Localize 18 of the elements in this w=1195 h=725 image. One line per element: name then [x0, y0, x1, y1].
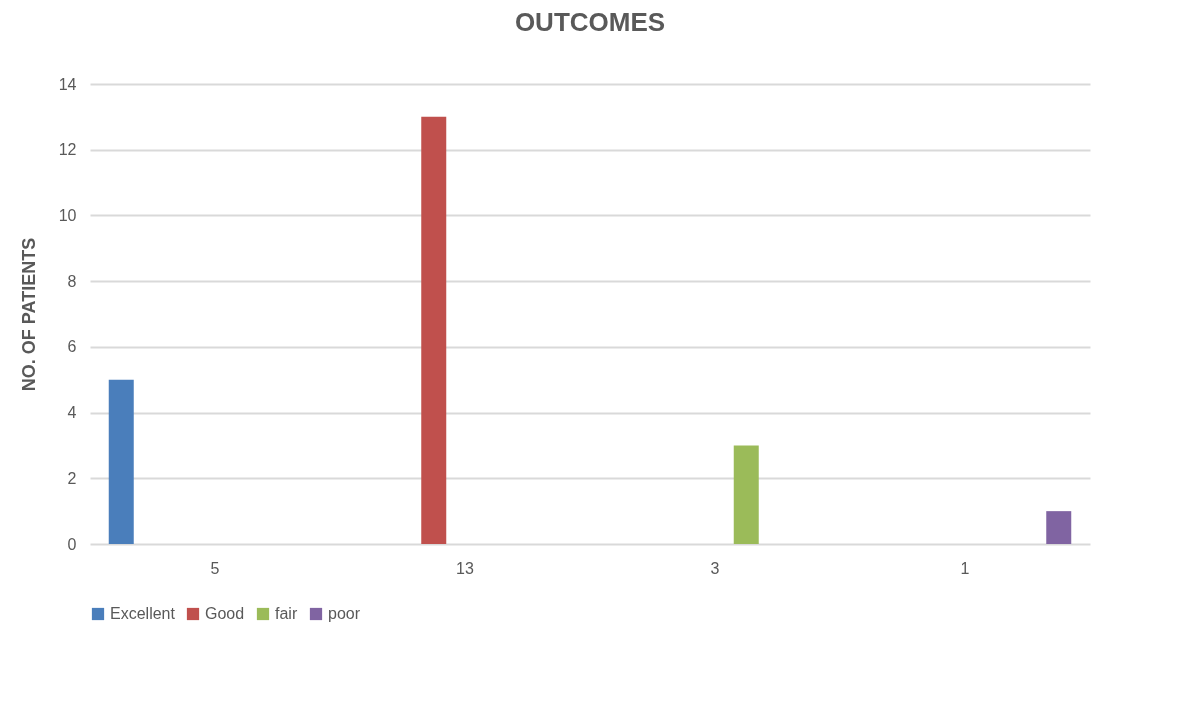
legend-label: Excellent [110, 605, 176, 622]
y-tick-label: 8 [67, 272, 77, 290]
y-tick-label: 6 [67, 338, 77, 356]
x-tick-label: 3 [710, 559, 720, 577]
legend-label: poor [328, 605, 361, 622]
y-tick-label: 14 [58, 75, 77, 93]
y-tick-label: 4 [67, 404, 77, 422]
y-tick-label: 10 [58, 206, 77, 224]
x-tick-label: 13 [456, 559, 474, 577]
x-tick-label: 5 [210, 559, 220, 577]
y-tick-label: 12 [58, 141, 77, 159]
y-tick-label: 0 [67, 535, 77, 553]
chart-title: OUTCOMES [514, 7, 666, 37]
x-tick-label: 1 [960, 559, 970, 577]
legend-label: fair [275, 605, 298, 622]
y-axis-title: NO. OF PATIENTS [18, 237, 39, 392]
legend-label: Good [205, 605, 245, 622]
y-tick-label: 2 [67, 469, 77, 487]
